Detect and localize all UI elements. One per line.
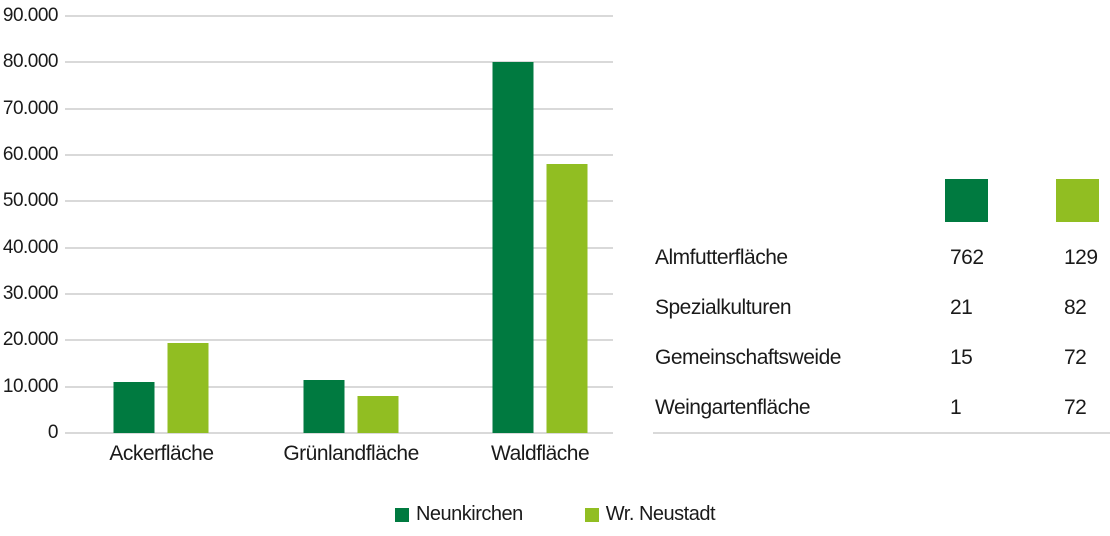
y-axis: 0 10.000 20.000 30.000 40.000 50.000 60.000 70.… (0, 6, 59, 443)
plot-area (65, 15, 613, 434)
y-tick-label: 30.000 (2, 283, 59, 304)
y-tick-label: 80.000 (2, 51, 59, 73)
gridline (65, 339, 613, 342)
legend-item: Wr. Neustadt (584, 503, 716, 526)
y-tick-label: 20.000 (2, 329, 59, 351)
x-category-label: Ackerfläche (109, 442, 214, 465)
bar-neunkirchen-grünlandfläche (303, 380, 345, 433)
y-tick-label: 0 (47, 422, 59, 443)
table-row-label: Gemeinschaftsweide (655, 346, 841, 369)
y-tick-label: 70.000 (2, 97, 59, 119)
legend-swatch-icon (584, 507, 599, 522)
gridline (65, 107, 613, 110)
legend-item: Neunkirchen (394, 503, 523, 526)
side-data-table: Almfutterfläche 762 129 Spezialkulturen 21 82… (653, 177, 1110, 434)
gridline (65, 15, 613, 17)
table-row-label: Weingartenfläche (655, 396, 811, 419)
y-tick-label: 10.000 (2, 375, 59, 397)
legend-label: Neunkirchen (415, 503, 523, 525)
chart-legend: Neunkirchen Wr. Neustadt (0, 503, 1110, 526)
table-row-label: Almfutterfläche (655, 246, 788, 269)
bar-wr-neustadt-ackerfläche (167, 343, 209, 433)
table-cell-value: 129 (1064, 246, 1098, 269)
x-category-label: Waldfläche (491, 442, 590, 465)
gridline (65, 154, 613, 156)
y-tick-label: 50.000 (2, 190, 59, 212)
x-category-label: Grünlandfläche (283, 442, 419, 465)
x-axis-category-labels: Ackerfläche Grünlandfläche Waldfläche (65, 442, 613, 472)
table-cell-value: 72 (1064, 346, 1087, 369)
legend-swatch-icon (394, 507, 409, 522)
gridline (65, 200, 613, 203)
table-header-cell (1056, 177, 1110, 233)
x-axis-baseline (65, 432, 613, 434)
table-header-cell (945, 177, 1056, 233)
y-tick-label: 60.000 (2, 144, 59, 165)
table-header-spacer (653, 177, 945, 233)
table-cell-value: 1 (950, 396, 962, 419)
legend-label: Wr. Neustadt (605, 503, 716, 525)
bar-wr-neustadt-grünlandfläche (357, 396, 399, 433)
wr-neustadt-color-swatch (1056, 179, 1099, 222)
bar-neunkirchen-waldfläche (492, 62, 534, 433)
neunkirchen-color-swatch (945, 179, 988, 222)
gridline (65, 293, 613, 295)
gridline (65, 246, 613, 249)
y-tick-label: 90.000 (2, 5, 59, 26)
table-cell-value: 15 (950, 346, 973, 369)
gridline (65, 61, 613, 64)
table-cell-value: 21 (950, 296, 973, 319)
bar-wr-neustadt-waldfläche (546, 164, 588, 433)
table-row-label: Spezialkulturen (655, 296, 792, 319)
bar-group-ackerfläche (113, 343, 209, 433)
bar-group-grünlandfläche (303, 380, 399, 433)
y-tick-label: 40.000 (2, 236, 59, 258)
table-cell-value: 762 (950, 246, 984, 269)
bar-group-waldfläche (492, 62, 588, 433)
table-cell-value: 82 (1064, 296, 1087, 319)
table-cell-value: 72 (1064, 396, 1087, 419)
bar-neunkirchen-ackerfläche (113, 382, 155, 433)
